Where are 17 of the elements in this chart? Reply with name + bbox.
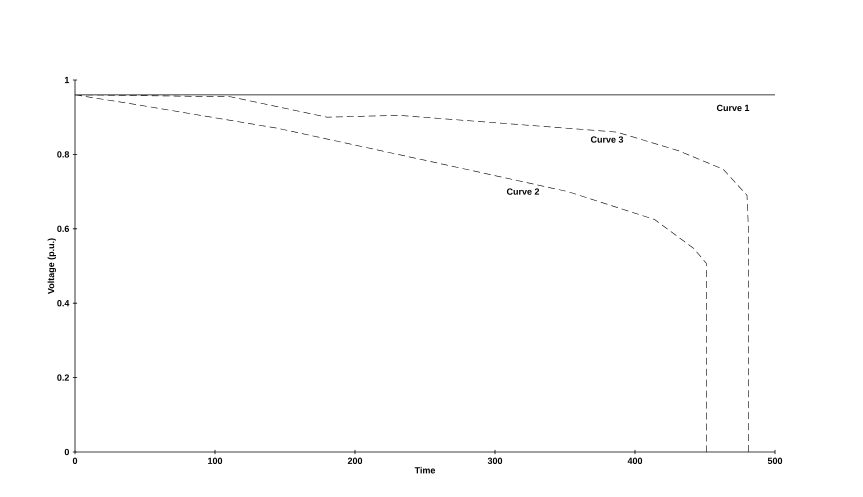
y-tick-label: 0.8 (57, 151, 70, 158)
annotation: Curve 1 (716, 104, 750, 112)
y-tick-label: 0 (64, 448, 69, 456)
x-tick-label: 500 (768, 458, 782, 464)
annotation: Curve 2 (506, 188, 540, 195)
x-axis-title: Time (414, 466, 436, 474)
y-tick-label: 0.6 (57, 226, 70, 232)
x-tick-label: 400 (628, 458, 642, 464)
x-tick-label: 0 (72, 458, 78, 464)
x-tick-label: 100 (208, 458, 222, 464)
y-tick-label: 1 (64, 76, 70, 84)
x-tick-label: 300 (488, 458, 502, 464)
y-axis-title: Voltage (p.u.) (48, 238, 56, 294)
y-tick-label: 0.2 (57, 374, 69, 381)
y-tick-label: 0.4 (57, 300, 70, 306)
x-tick-label: 200 (348, 458, 362, 464)
annotation: Curve 3 (590, 136, 624, 143)
